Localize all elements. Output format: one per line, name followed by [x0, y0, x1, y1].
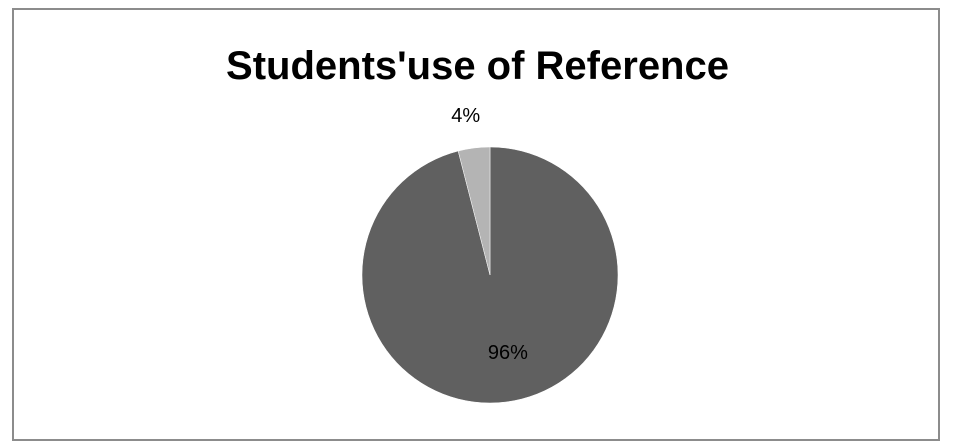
chart-title: Students'use of Reference [226, 44, 729, 88]
pie-slice-2 [457, 146, 491, 276]
data-label-1: 96% [488, 342, 528, 364]
pie-data-labels: 96% 4% [451, 105, 528, 364]
data-label-2: 4% [451, 105, 480, 127]
pie-slices [361, 146, 619, 404]
